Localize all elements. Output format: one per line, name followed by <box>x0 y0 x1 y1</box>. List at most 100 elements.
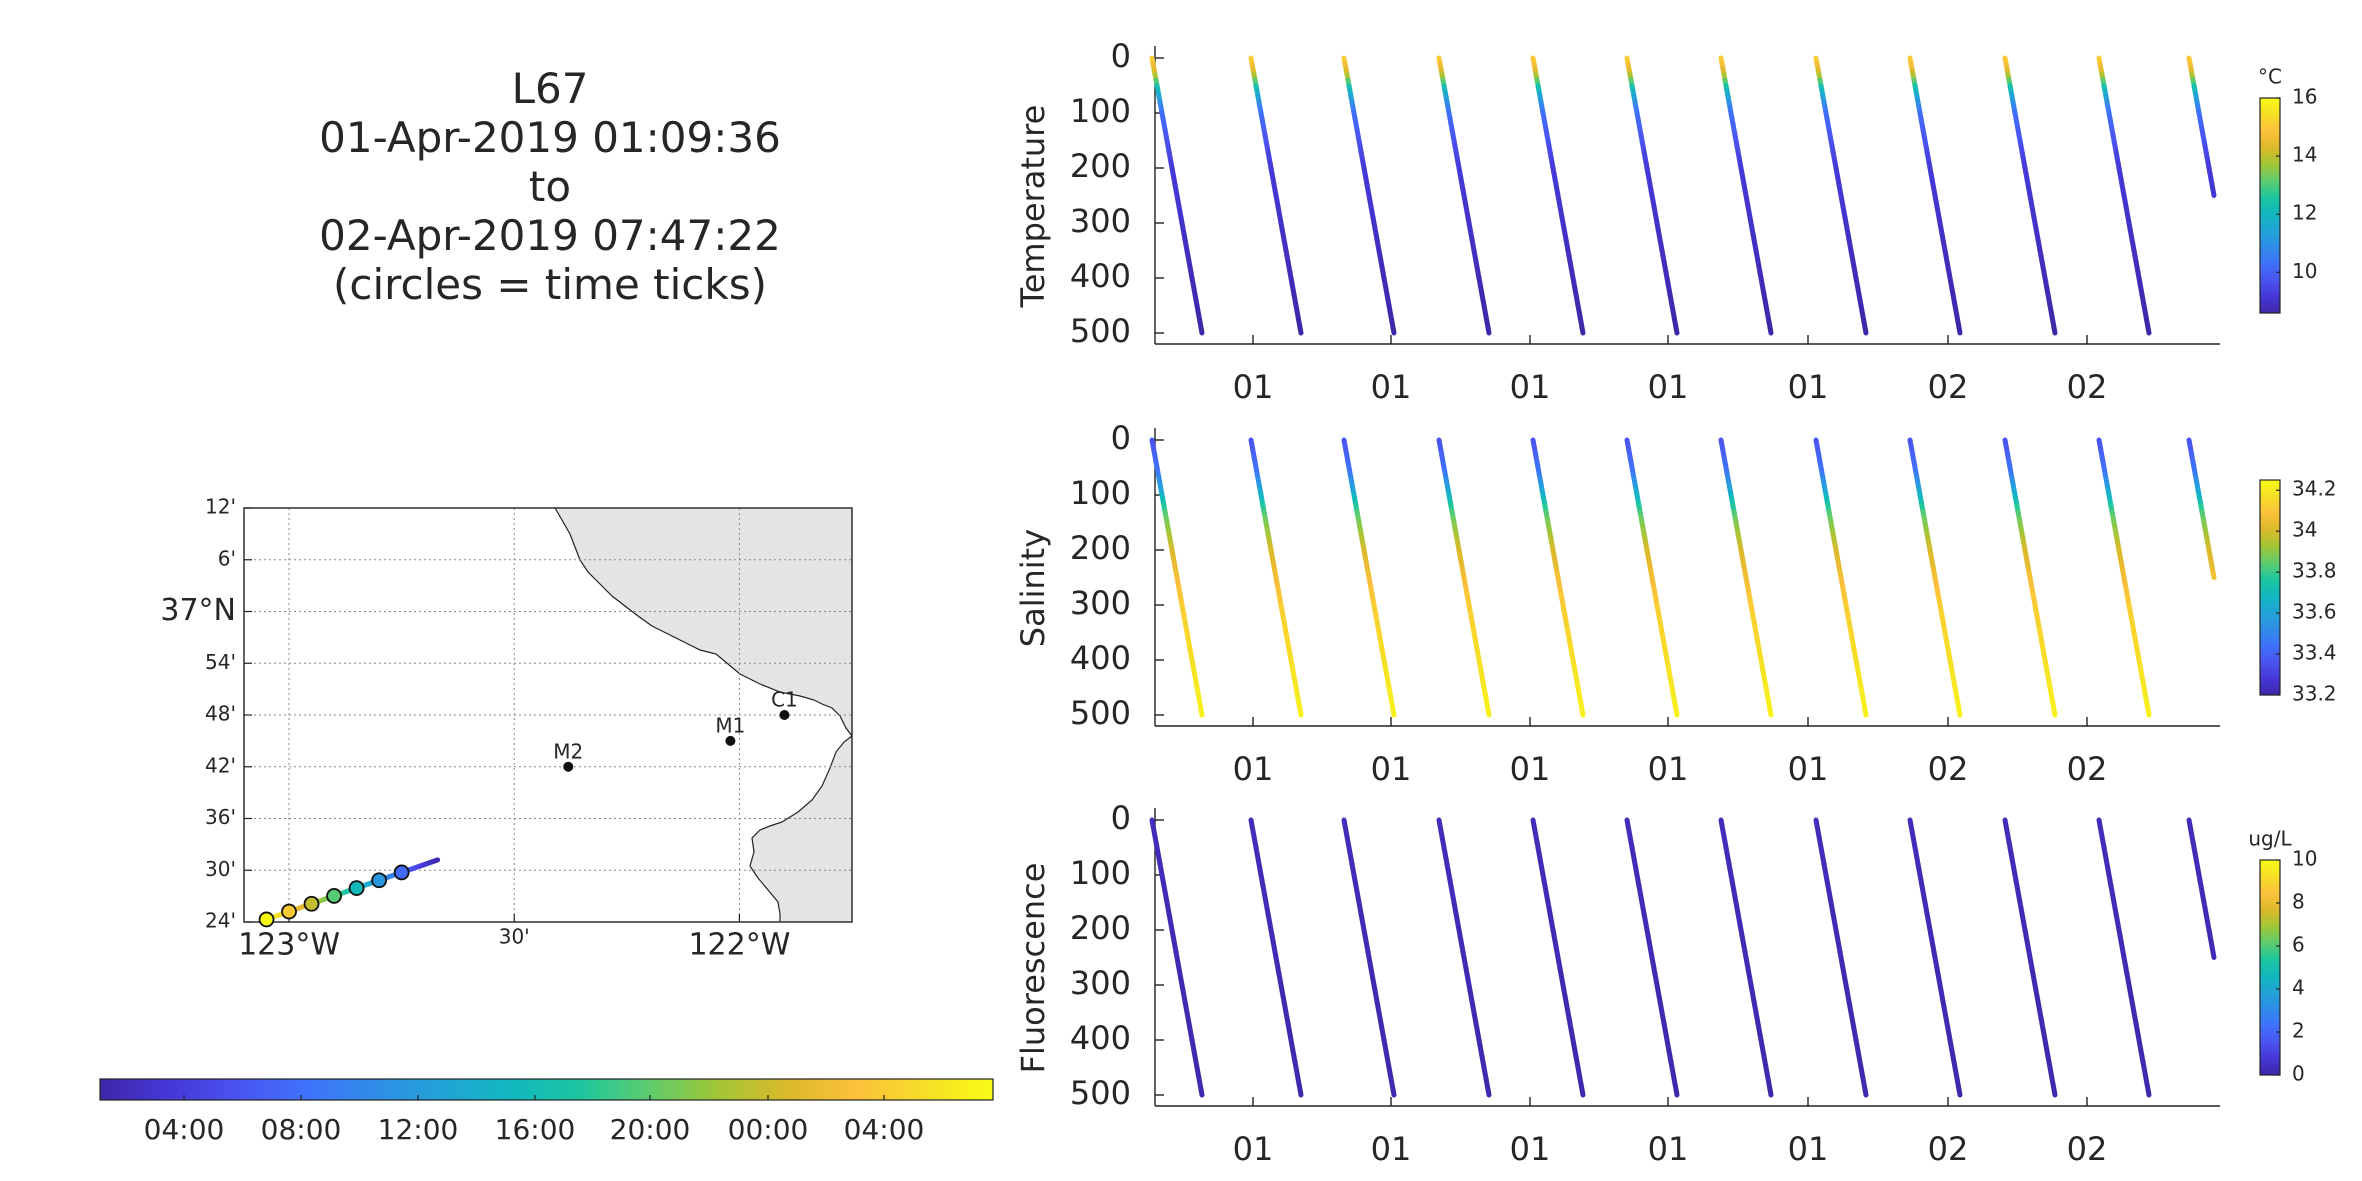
time-colorbar <box>99 1078 994 1101</box>
panel-colorbar-unit: ug/L <box>2248 827 2292 851</box>
time-colorbar-label: 12:00 <box>378 1113 459 1146</box>
panel-ylabel: Salinity <box>1014 529 1052 647</box>
cast-segment <box>1198 707 1205 718</box>
panel-ytick-label: 200 <box>1070 529 1131 567</box>
panel-ytick-label: 100 <box>1070 474 1131 512</box>
panel-ytick-label: 0 <box>1111 799 1131 837</box>
time-colorbar-label: 20:00 <box>610 1113 691 1146</box>
panel-xtick-label: 01 <box>1371 368 1412 406</box>
map-ytick-label: 36' <box>205 805 236 829</box>
map-xtick-label: 122°W <box>688 928 790 963</box>
panel-colorbar-label: 34.2 <box>2292 477 2337 501</box>
coastline-south <box>749 735 853 922</box>
panel-colorbar-label: 10 <box>2292 259 2317 283</box>
panel-colorbar-label: 33.2 <box>2292 682 2337 706</box>
panel-colorbar-label: 8 <box>2292 890 2305 914</box>
time-tick-circle <box>348 880 365 896</box>
panel-xtick-label: 01 <box>1233 750 1274 788</box>
panel-xtick-label: 01 <box>1371 1130 1412 1168</box>
station-label: M1 <box>715 713 745 737</box>
map-ytick-label: 30' <box>205 857 236 881</box>
time-tick-circle <box>258 911 275 928</box>
time-tick-circle <box>371 872 388 889</box>
panel-colorbar <box>2259 479 2281 696</box>
panel-ytick-label: 0 <box>1111 419 1131 457</box>
cast-segment <box>1198 1087 1205 1098</box>
panel-ytick-label: 300 <box>1070 584 1131 622</box>
cast-segment <box>1390 1087 1397 1098</box>
station-marker <box>563 761 574 772</box>
panel-xtick-label: 01 <box>1233 368 1274 406</box>
panel-ytick-label: 400 <box>1070 1019 1131 1057</box>
panel-xtick-label: 02 <box>2067 368 2108 406</box>
panel-xtick-label: 01 <box>1788 750 1829 788</box>
cast-segment <box>1956 1087 1963 1098</box>
cast-segment <box>1390 707 1397 718</box>
cast-segment <box>1673 1087 1680 1098</box>
map-ytick-label: 24' <box>205 909 236 933</box>
land-area-south <box>750 736 852 922</box>
panel-xtick-label: 01 <box>1510 368 1551 406</box>
map-xtick-label: 123°W <box>238 928 340 963</box>
cast-segment <box>1198 325 1205 336</box>
panel-ylabel: Fluorescence <box>1014 863 1052 1074</box>
cast-segment <box>1297 325 1304 336</box>
cast-segment <box>1956 707 1963 718</box>
title-line-4: 02-Apr-2019 07:47:22 <box>319 211 781 260</box>
station-label: C1 <box>771 688 798 712</box>
panel-xtick-label: 02 <box>2067 750 2108 788</box>
panel-colorbar-label: 6 <box>2292 933 2305 957</box>
panel-ytick-label: 500 <box>1070 312 1131 350</box>
panel-colorbar-unit: °C <box>2258 65 2282 89</box>
cast-segment <box>1485 707 1492 718</box>
map-ytick-label: 6' <box>218 546 236 570</box>
time-colorbar-label: 16:00 <box>495 1113 576 1146</box>
cast-segment <box>1673 707 1680 718</box>
coastline <box>554 507 853 737</box>
map-ytick-label: 54' <box>205 650 236 674</box>
panel-xtick-label: 01 <box>1371 750 1412 788</box>
panel-colorbar-label: 16 <box>2292 85 2317 109</box>
panel-ytick-label: 500 <box>1070 694 1131 732</box>
map-ytick-label: 37°N <box>160 593 236 628</box>
cast-segment <box>1956 325 1963 336</box>
cast-segment <box>2051 707 2058 718</box>
cast-segment <box>2145 1087 2152 1098</box>
panel-colorbar-label: 33.4 <box>2292 641 2337 665</box>
panel-ytick-label: 400 <box>1070 257 1131 295</box>
cast-segment <box>1862 1087 1869 1098</box>
panel-colorbar-label: 0 <box>2292 1062 2305 1086</box>
panel-colorbar-label: 34 <box>2292 518 2317 542</box>
cast-segment <box>1767 325 1774 336</box>
track-segment <box>432 857 441 864</box>
panel-colorbar-label: 14 <box>2292 143 2317 167</box>
panel-colorbar-label: 4 <box>2292 976 2305 1000</box>
time-colorbar-label: 00:00 <box>728 1113 809 1146</box>
time-colorbar-label: 04:00 <box>144 1113 225 1146</box>
panel-colorbar-label: 33.8 <box>2292 559 2337 583</box>
panel-xtick-label: 01 <box>1788 1130 1829 1168</box>
cast-segment <box>1673 325 1680 336</box>
panel-ytick-label: 200 <box>1070 147 1131 185</box>
time-colorbar-label: 04:00 <box>844 1113 925 1146</box>
cast-segment <box>1297 707 1304 718</box>
title-line-3: to <box>528 162 572 211</box>
land-area <box>555 508 852 736</box>
panel-ytick-label: 100 <box>1070 854 1131 892</box>
station-label: M2 <box>553 739 583 763</box>
cast-segment <box>1485 1087 1492 1098</box>
title-line-5: (circles = time ticks) <box>333 260 767 309</box>
panel-xtick-label: 01 <box>1510 1130 1551 1168</box>
figure-title: L67 01-Apr-2019 01:09:36 to 02-Apr-2019 … <box>230 64 870 309</box>
time-tick-circle <box>281 903 297 920</box>
panel-colorbar <box>2259 859 2281 1076</box>
panel-xtick-label: 01 <box>1788 368 1829 406</box>
station-marker <box>725 735 736 746</box>
cast-segment <box>2051 325 2058 336</box>
panel-xtick-label: 01 <box>1648 368 1689 406</box>
cast-segment <box>2145 325 2152 336</box>
panel-ytick-label: 0 <box>1111 37 1131 75</box>
panel-ytick-label: 500 <box>1070 1074 1131 1112</box>
cast-segment <box>1390 325 1397 336</box>
